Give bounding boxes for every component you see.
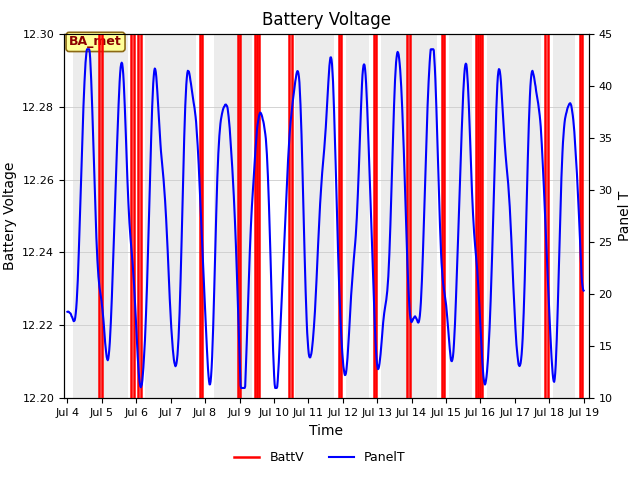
Bar: [553, 34, 575, 398]
Bar: [294, 34, 334, 398]
Bar: [145, 34, 196, 398]
Legend: BattV, PanelT: BattV, PanelT: [229, 446, 411, 469]
Text: BA_met: BA_met: [69, 36, 122, 48]
Bar: [449, 34, 472, 398]
Title: Battery Voltage: Battery Voltage: [262, 11, 391, 29]
Y-axis label: Battery Voltage: Battery Voltage: [3, 162, 17, 270]
Bar: [346, 34, 369, 398]
Bar: [487, 34, 541, 398]
Bar: [72, 34, 127, 398]
Bar: [214, 34, 252, 398]
X-axis label: Time: Time: [309, 424, 344, 438]
Y-axis label: Panel T: Panel T: [618, 191, 632, 241]
Bar: [381, 34, 437, 398]
